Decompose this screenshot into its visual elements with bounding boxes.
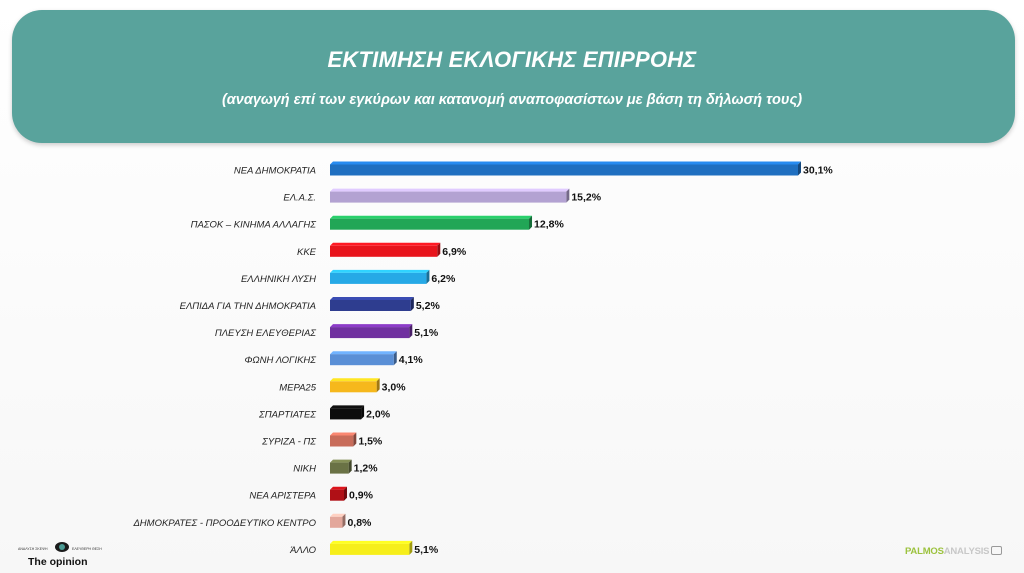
bar-side-face	[798, 161, 801, 176]
bar	[330, 516, 343, 528]
logo-analysis-text: ANALYSIS	[943, 546, 990, 557]
eye-icon	[55, 542, 69, 552]
bar-top-face	[330, 378, 380, 382]
category-label: ΠΑΣΟΚ – ΚΙΝΗΜΑ ΑΛΛΑΓΗΣ	[191, 220, 317, 231]
category-label: ΆΛΛΟ	[289, 545, 317, 556]
chart-title: ΕΚΤΙΜΗΣΗ ΕΚΛΟΓΙΚΗΣ ΕΠΙΡΡΟΗΣ	[327, 47, 697, 72]
category-label: ΔΗΜΟΚΡΑΤΕΣ - ΠΡΟΟΔΕΥΤΙΚΟ ΚΕΝΤΡΟ	[132, 518, 316, 529]
chart-subtitle: (αναγωγή επί των εγκύρων και κατανομή αν…	[221, 92, 803, 108]
bar-top-face	[330, 324, 413, 328]
value-label: 5,1%	[414, 327, 439, 339]
bar-side-face	[409, 540, 413, 555]
bar-side-face	[566, 188, 570, 203]
bar-top-face	[330, 486, 347, 490]
logo-tagline-right: ΕΛΕΥΘΕΡΗ ΘΕΣΗ	[72, 547, 102, 551]
bar-side-face	[393, 351, 397, 366]
bar-top-face	[330, 513, 346, 517]
bar	[330, 272, 427, 284]
category-label: ΝΕΑ ΔΗΜΟΚΡΑΤΙΑ	[234, 166, 316, 177]
bar	[330, 462, 349, 474]
value-label: 3,0%	[382, 381, 407, 393]
bar-side-face	[437, 242, 441, 257]
bar-top-face	[330, 540, 413, 544]
value-label: 12,8%	[534, 219, 564, 231]
category-label: ΕΛΛΗΝΙΚΗ ΛΥΣΗ	[241, 274, 316, 285]
logo-tagline-left: ΑΝΑΛΥΣΗ ΣΚΕΨΗ	[18, 547, 48, 551]
bar-top-face	[330, 432, 357, 436]
bar-side-face	[348, 459, 352, 474]
value-label: 1,2%	[354, 463, 379, 475]
header-banner	[12, 10, 1015, 143]
logo-palmos-text: PALMOS	[905, 546, 944, 557]
bar-top-face	[330, 351, 397, 355]
bar-side-face	[409, 324, 413, 339]
category-label: ΠΛΕΥΣΗ ΕΛΕΥΘΕΡΙΑΣ	[215, 328, 316, 339]
category-label: ΕΛΠΙΔΑ ΓΙΑ ΤΗΝ ΔΗΜΟΚΡΑΤΙΑ	[180, 301, 316, 312]
bar	[330, 408, 362, 420]
value-label: 1,5%	[358, 436, 383, 448]
the-opinion-logo: ΑΝΑΛΥΣΗ ΣΚΕΨΗ ΕΛΕΥΘΕΡΗ ΘΕΣΗ The opinion	[18, 541, 102, 571]
bar-top-face	[330, 242, 441, 246]
bar-top-face	[330, 269, 430, 273]
bar	[330, 164, 798, 176]
bar	[330, 327, 410, 339]
bar	[330, 300, 411, 311]
bar	[330, 543, 410, 555]
bar-side-face	[343, 486, 347, 501]
bar-top-face	[330, 215, 533, 219]
bar-side-face	[410, 297, 414, 311]
category-label: ΕΛ.Α.Σ.	[283, 193, 316, 204]
bar	[330, 218, 530, 230]
bar-top-face	[330, 405, 365, 409]
bar-side-face	[342, 513, 346, 528]
bar	[330, 245, 438, 257]
value-label: 5,2%	[416, 300, 441, 312]
bar-top-face	[330, 459, 352, 463]
category-label: ΝΙΚΗ	[293, 464, 316, 475]
category-label: ΜΕΡΑ25	[279, 382, 317, 393]
value-label: 2,0%	[366, 408, 391, 420]
bar-side-face	[353, 432, 357, 447]
bar-side-face	[529, 215, 533, 230]
category-label: ΝΕΑ ΑΡΙΣΤΕΡΑ	[249, 491, 316, 502]
value-label: 5,1%	[414, 544, 439, 556]
bar-top-face	[330, 161, 801, 165]
value-label: 0,9%	[349, 490, 374, 502]
category-label: ΣΥΡΙΖΑ - ΠΣ	[261, 437, 316, 448]
bar-side-face	[361, 405, 365, 420]
speech-bubble-icon	[991, 546, 1003, 555]
value-label: 0,8%	[347, 517, 372, 529]
bar	[330, 354, 394, 366]
palmos-analysis-logo: PALMOSANALYSIS	[905, 546, 1003, 560]
category-label: ΦΩΝΗ ΛΟΓΙΚΗΣ	[244, 355, 316, 366]
value-label: 4,1%	[399, 354, 424, 366]
bar-side-face	[376, 378, 380, 393]
bar	[330, 381, 377, 393]
value-label: 6,9%	[442, 246, 467, 258]
bar	[330, 191, 567, 203]
bar	[330, 435, 354, 447]
bar	[330, 489, 344, 501]
bar-top-face	[330, 297, 414, 300]
category-label: ΚΚΕ	[297, 247, 317, 258]
value-label: 30,1%	[803, 165, 833, 177]
value-label: 6,2%	[431, 273, 456, 285]
bar-top-face	[330, 188, 570, 192]
value-label: 15,2%	[571, 192, 601, 204]
logo-name: The opinion	[28, 556, 88, 568]
category-label: ΣΠΑΡΤΙΑΤΕΣ	[258, 409, 316, 420]
bar-side-face	[426, 269, 430, 284]
